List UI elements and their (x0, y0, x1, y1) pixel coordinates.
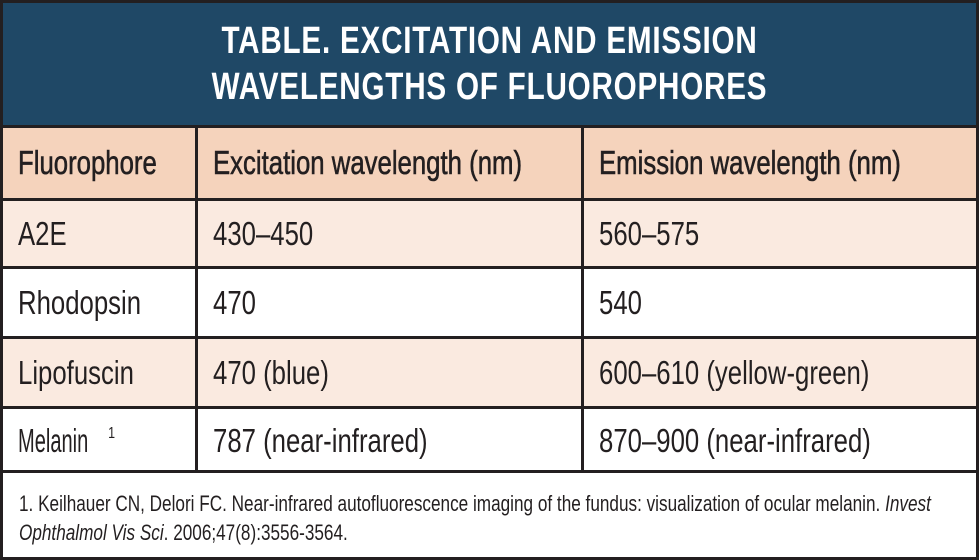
fluorophore-name: Melanin (18, 422, 89, 459)
table-row: A2E 430–450 560–575 (3, 198, 976, 266)
cell-fluorophore: Lipofuscin (18, 353, 134, 391)
table-title: TABLE. EXCITATION AND EMISSION WAVELENGT… (3, 3, 976, 125)
footnote-citation: . 2006;47(8):3556-3564. (163, 520, 348, 545)
cell-emission: 870–900 (near-infrared) (581, 409, 976, 473)
cell-fluorophore: Rhodopsin (18, 283, 142, 321)
cell-excitation: 787 (near-infrared) (195, 409, 581, 473)
table-row: Rhodopsin 470 540 (3, 266, 976, 336)
cell-emission: 560–575 (581, 201, 976, 266)
header-fluorophore: Fluorophore (18, 144, 157, 182)
cell-emission: 540 (581, 269, 976, 336)
cell-emission: 600–610 (yellow-green) (581, 339, 976, 406)
cell-fluorophore: A2E (18, 214, 67, 252)
cell-fluorophore: Melanin 1 (3, 409, 195, 473)
footnote: 1. Keilhauer CN, Delori FC. Near-infrare… (3, 470, 976, 557)
header-row: Fluorophore Excitation wavelength (nm) E… (3, 125, 976, 198)
footnote-journal: Invest Ophthalmol Vis Sci (19, 491, 931, 545)
cell-excitation: 430–450 (195, 201, 581, 266)
cell-excitation: 470 (blue) (195, 339, 581, 406)
header-excitation: Excitation wavelength (nm) (195, 128, 581, 198)
table-row: Lipofuscin 470 (blue) 600–610 (yellow-gr… (3, 336, 976, 406)
header-emission: Emission wavelength (nm) (581, 128, 976, 198)
table-row: Melanin 1 787 (near-infrared) 870–900 (ne… (3, 406, 976, 473)
footnote-mark: 1 (108, 425, 116, 442)
table-title-text: TABLE. EXCITATION AND EMISSION WAVELENGT… (211, 20, 768, 108)
footnote-text: 1. Keilhauer CN, Delori FC. Near-infrare… (19, 491, 886, 516)
cell-excitation: 470 (195, 269, 581, 336)
